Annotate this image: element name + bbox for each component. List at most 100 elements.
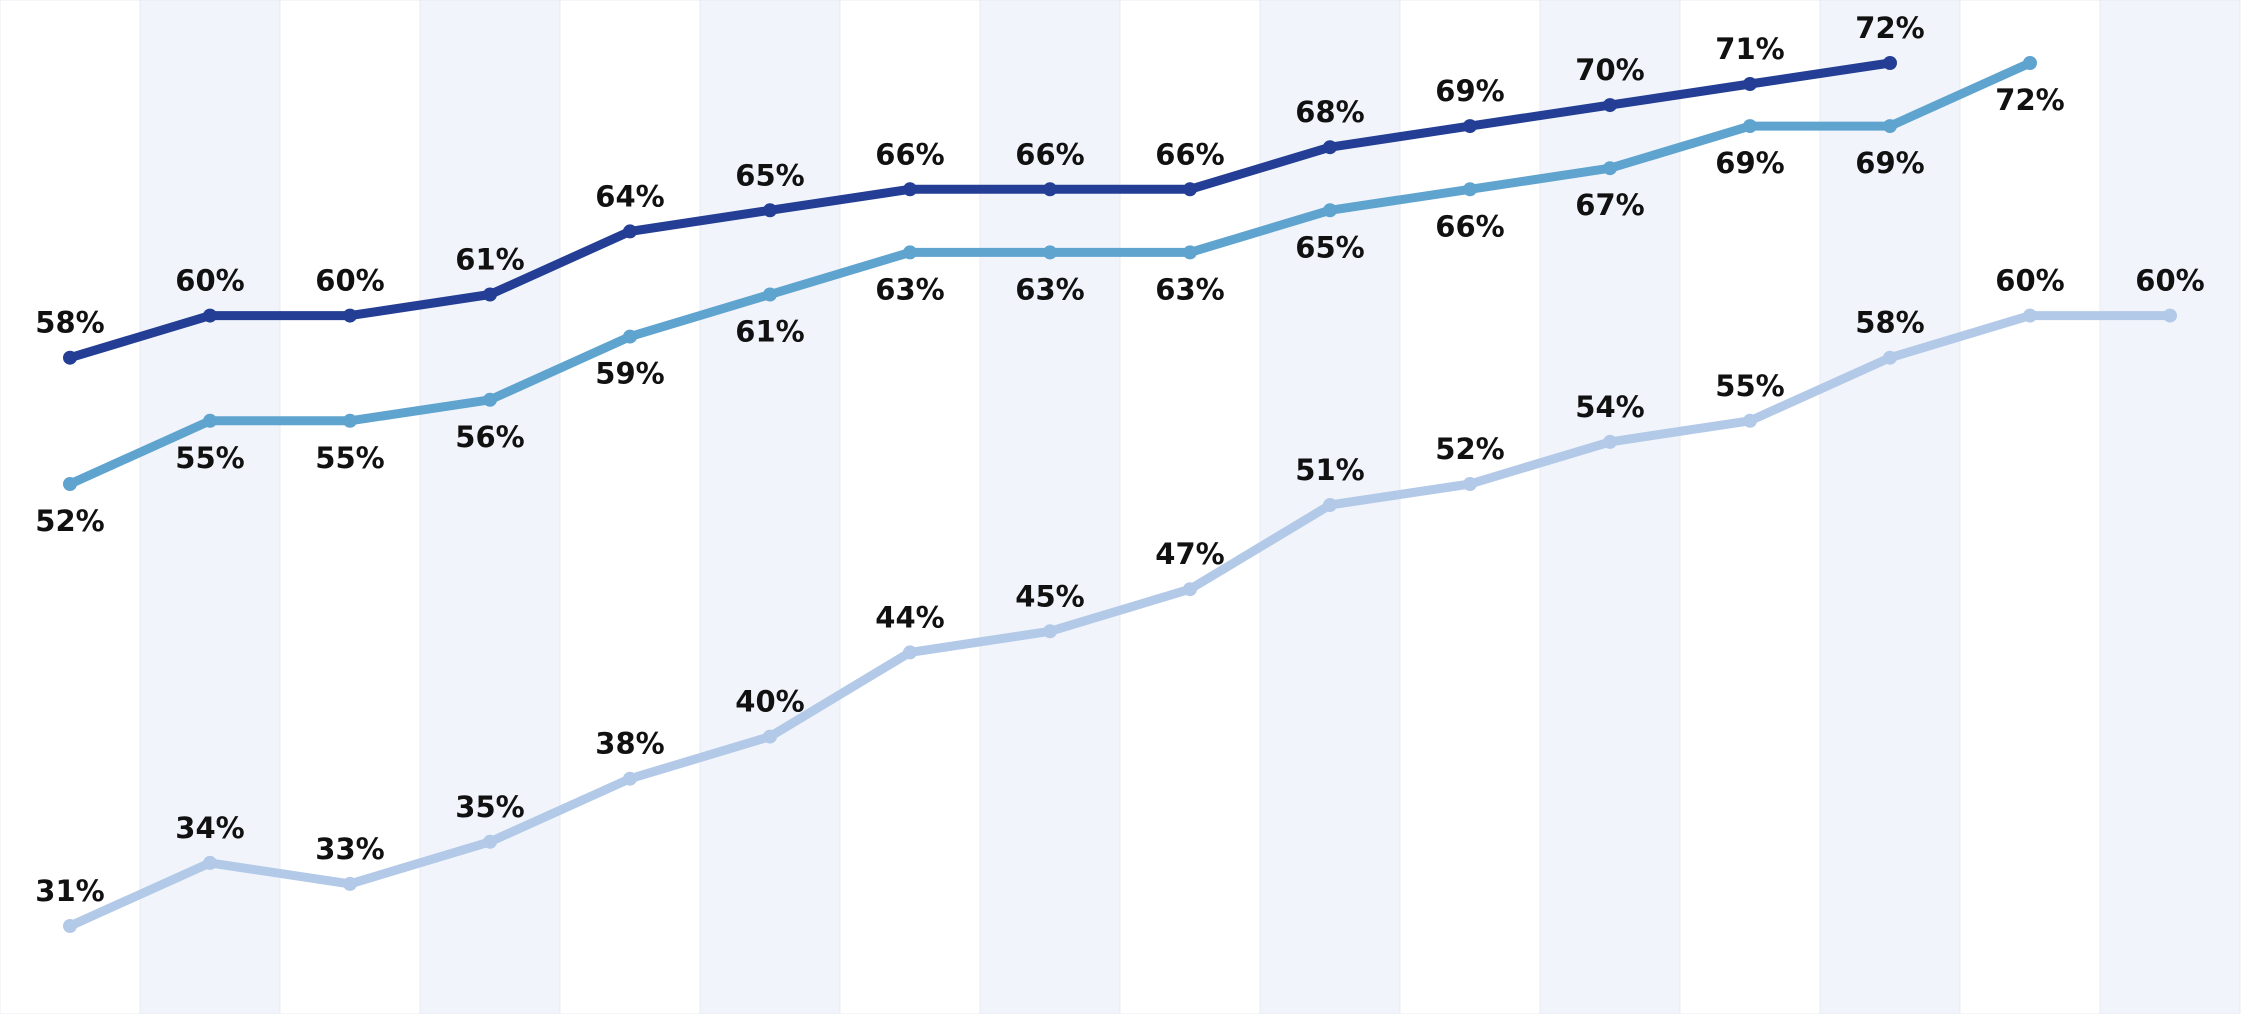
series-1-label-7: 66% (875, 137, 944, 171)
series-line-3 (65, 311, 2175, 931)
series-3-point-5 (623, 771, 637, 786)
series-3-label-7: 44% (875, 600, 944, 634)
series-3-label-15: 60% (1995, 264, 2064, 298)
series-2-label-11: 66% (1435, 209, 1504, 243)
series-3-label-13: 55% (1715, 369, 1784, 403)
series-1-point-2 (203, 308, 217, 323)
column-band-5 (559, 0, 701, 1014)
series-3-point-6 (763, 729, 777, 744)
series-3-label-5: 38% (595, 727, 664, 761)
series-1-label-11: 69% (1435, 74, 1504, 108)
series-2-point-8 (1043, 245, 1057, 260)
series-1-label-3: 60% (315, 264, 384, 298)
series-3-label-11: 52% (1435, 432, 1504, 466)
column-band-9 (1119, 0, 1261, 1014)
series-3-point-4 (483, 834, 497, 849)
series-3-label-16: 60% (2135, 264, 2204, 298)
series-3-point-3 (343, 876, 357, 891)
series-2-point-11 (1463, 182, 1477, 197)
series-2-label-4: 56% (455, 420, 524, 454)
series-2-point-3 (343, 413, 357, 428)
series-2-point-2 (203, 413, 217, 428)
series-1-point-8 (1043, 182, 1057, 197)
series-1-point-1 (63, 350, 77, 365)
series-1-label-6: 65% (735, 158, 804, 192)
column-band-14 (1819, 0, 1961, 1014)
series-3-point-8 (1043, 624, 1057, 639)
series-1-point-10 (1323, 140, 1337, 155)
series-1-label-8: 66% (1015, 137, 1084, 171)
series-2-point-9 (1183, 245, 1197, 260)
series-2-label-13: 69% (1715, 146, 1784, 180)
series-3-label-3: 33% (315, 832, 384, 866)
series-2-label-12: 67% (1575, 188, 1644, 222)
column-band-4 (419, 0, 561, 1014)
series-2-label-3: 55% (315, 441, 384, 475)
series-2-label-7: 63% (875, 272, 944, 306)
series-2-point-10 (1323, 203, 1337, 218)
series-points (63, 56, 2177, 933)
series-3-label-9: 47% (1155, 537, 1224, 571)
series-1-label-14: 72% (1855, 11, 1924, 45)
series-2-point-6 (763, 287, 777, 302)
series-3-label-10: 51% (1295, 453, 1364, 487)
series-1-label-10: 68% (1295, 95, 1364, 129)
series-2-label-1: 52% (35, 504, 104, 538)
series-1-label-13: 71% (1715, 32, 1784, 66)
series-line-1 (65, 58, 1895, 363)
column-band-15 (1959, 0, 2101, 1014)
series-1-label-5: 64% (595, 179, 664, 213)
series-1-point-12 (1603, 98, 1617, 113)
series-2-point-4 (483, 392, 497, 407)
column-band-11 (1399, 0, 1541, 1014)
series-1-point-14 (1883, 56, 1897, 70)
series-3-point-15 (2023, 308, 2037, 323)
series-2-label-2: 55% (175, 441, 244, 475)
series-2-point-15 (2023, 56, 2037, 70)
series-2-label-9: 63% (1155, 272, 1224, 306)
series-2-point-12 (1603, 161, 1617, 176)
column-band-6 (699, 0, 841, 1014)
series-3-label-6: 40% (735, 685, 804, 719)
series-3-point-11 (1463, 477, 1477, 491)
series-2-point-5 (623, 329, 637, 344)
series-1-label-2: 60% (175, 264, 244, 298)
series-3-point-1 (63, 919, 77, 933)
column-band-3 (279, 0, 421, 1014)
series-3-label-12: 54% (1575, 390, 1644, 424)
series-2-label-15: 72% (1995, 83, 2064, 117)
column-band-16 (2099, 0, 2241, 1014)
series-1-label-4: 61% (455, 243, 524, 277)
column-band-2 (139, 0, 281, 1014)
series-1-point-3 (343, 308, 357, 323)
series-2-label-6: 61% (735, 315, 804, 349)
series-3-point-12 (1603, 434, 1617, 449)
series-3-point-7 (903, 645, 917, 660)
column-band-1 (0, 0, 141, 1014)
series-3-point-13 (1743, 413, 1757, 428)
series-1-point-7 (903, 182, 917, 197)
series-2-label-14: 69% (1855, 146, 1924, 180)
series-3-point-9 (1183, 582, 1197, 597)
series-2-label-10: 65% (1295, 230, 1364, 264)
series-2-point-14 (1883, 119, 1897, 134)
series-3-label-14: 58% (1855, 306, 1924, 340)
series-3-point-16 (2163, 308, 2177, 323)
series-1-label-1: 58% (35, 306, 104, 340)
series-1-point-13 (1743, 77, 1757, 91)
series-2-point-13 (1743, 119, 1757, 134)
series-3-label-8: 45% (1015, 579, 1084, 613)
series-3-point-10 (1323, 498, 1337, 512)
series-2-label-5: 59% (595, 357, 664, 391)
series-1-point-6 (763, 203, 777, 218)
series-1-label-12: 70% (1575, 53, 1644, 87)
series-3-label-2: 34% (175, 811, 244, 845)
column-band-7 (839, 0, 981, 1014)
data-labels: 58% 60% 60% 61% 64% 65% 66% 66% 66% 68% 69% 70% 71% 7… (35, 11, 2204, 908)
series-3-label-1: 31% (35, 874, 104, 908)
column-band-13 (1679, 0, 1821, 1014)
series-1-label-9: 66% (1155, 137, 1224, 171)
series-2-point-7 (903, 245, 917, 260)
series-3-point-14 (1883, 350, 1897, 365)
series-1-point-5 (623, 224, 637, 239)
